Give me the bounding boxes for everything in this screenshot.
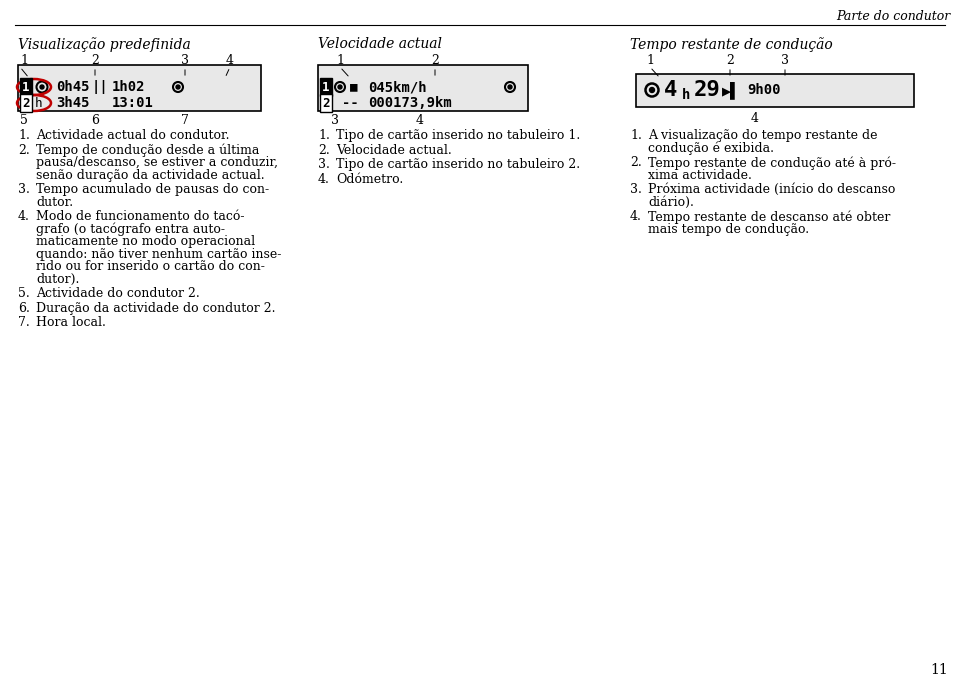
Text: 1.: 1. [18, 129, 30, 142]
Text: maticamente no modo operacional: maticamente no modo operacional [36, 235, 255, 248]
Text: Odómetro.: Odómetro. [336, 173, 403, 186]
Text: 0h45: 0h45 [56, 80, 89, 94]
Text: 3h45: 3h45 [56, 96, 89, 110]
Text: quando: não tiver nenhum cartão inse-: quando: não tiver nenhum cartão inse- [36, 247, 281, 260]
Text: 6.: 6. [18, 301, 30, 314]
Text: ||: || [91, 80, 108, 94]
Text: 7.: 7. [18, 316, 30, 329]
Text: Próxima actividade (início do descanso: Próxima actividade (início do descanso [648, 183, 896, 196]
Text: Tempo de condução desde a última: Tempo de condução desde a última [36, 143, 259, 157]
Text: 4: 4 [226, 54, 234, 67]
Text: A visualização do tempo restante de: A visualização do tempo restante de [648, 129, 877, 142]
Text: Tempo restante de condução até à pró-: Tempo restante de condução até à pró- [648, 156, 896, 169]
Text: 3.: 3. [318, 158, 330, 171]
Text: 2: 2 [22, 97, 30, 110]
Text: xima actividade.: xima actividade. [648, 169, 752, 182]
Text: 1.: 1. [630, 129, 642, 142]
Text: 4: 4 [416, 114, 424, 127]
Text: 4.: 4. [630, 210, 642, 223]
Text: 1.: 1. [318, 129, 330, 142]
Text: 1h02: 1h02 [112, 80, 146, 94]
Text: Tipo de cartão inserido no tabuleiro 1.: Tipo de cartão inserido no tabuleiro 1. [336, 129, 580, 142]
Text: 2: 2 [726, 54, 734, 67]
FancyBboxPatch shape [636, 74, 914, 107]
Text: Duração da actividade do condutor 2.: Duração da actividade do condutor 2. [36, 301, 276, 314]
Text: Tempo acumulado de pausas do con-: Tempo acumulado de pausas do con- [36, 183, 269, 196]
Text: 9h00: 9h00 [747, 83, 780, 97]
Text: Velocidade actual.: Velocidade actual. [336, 143, 452, 156]
Text: 2: 2 [91, 54, 99, 67]
Text: 4.: 4. [18, 210, 30, 223]
Text: Tempo restante de condução: Tempo restante de condução [630, 37, 832, 52]
Text: diário).: diário). [648, 195, 694, 208]
Text: ▶▌: ▶▌ [722, 81, 740, 99]
Text: Actividade do condutor 2.: Actividade do condutor 2. [36, 287, 200, 300]
Text: 5.: 5. [18, 287, 30, 300]
Text: 7: 7 [181, 114, 189, 127]
Text: --: -- [342, 96, 359, 110]
Text: 2.: 2. [630, 156, 641, 169]
Text: 13:01: 13:01 [112, 96, 154, 110]
Text: 29: 29 [694, 80, 721, 100]
Text: 3: 3 [781, 54, 789, 67]
Text: 2.: 2. [318, 143, 329, 156]
Text: pausa/descanso, se estiver a conduzir,: pausa/descanso, se estiver a conduzir, [36, 156, 278, 169]
Text: 4: 4 [664, 80, 678, 100]
Text: 000173,9km: 000173,9km [368, 96, 452, 110]
Text: 6: 6 [91, 114, 99, 127]
Text: 4.: 4. [318, 173, 330, 186]
Text: Tempo restante de descanso até obter: Tempo restante de descanso até obter [648, 210, 890, 223]
Text: 2: 2 [431, 54, 439, 67]
Text: 4: 4 [751, 112, 759, 125]
Text: Modo de funcionamento do tacó-: Modo de funcionamento do tacó- [36, 210, 245, 223]
Text: 1: 1 [323, 81, 329, 93]
Text: 3: 3 [181, 54, 189, 67]
Text: Hora local.: Hora local. [36, 316, 106, 329]
Text: h: h [35, 97, 41, 110]
FancyBboxPatch shape [318, 65, 528, 111]
Circle shape [40, 85, 44, 89]
Text: 1: 1 [20, 54, 28, 67]
Circle shape [176, 85, 180, 89]
Text: Tipo de cartão inserido no tabuleiro 2.: Tipo de cartão inserido no tabuleiro 2. [336, 158, 580, 171]
Text: 1: 1 [646, 54, 654, 67]
Text: 3.: 3. [18, 183, 30, 196]
Circle shape [650, 88, 655, 92]
Text: 2: 2 [323, 97, 329, 110]
Text: Visualização predefinida: Visualização predefinida [18, 37, 191, 52]
Text: rido ou for inserido o cartão do con-: rido ou for inserido o cartão do con- [36, 260, 265, 273]
Text: 3.: 3. [630, 183, 642, 196]
Text: 5: 5 [20, 114, 28, 127]
Text: 1: 1 [22, 81, 30, 93]
Text: Velocidade actual: Velocidade actual [318, 37, 442, 51]
Text: 3: 3 [331, 114, 339, 127]
Text: grafo (o tacógrafo entra auto-: grafo (o tacógrafo entra auto- [36, 223, 225, 236]
Text: condução é exibida.: condução é exibida. [648, 142, 774, 155]
Text: Actividade actual do condutor.: Actividade actual do condutor. [36, 129, 229, 142]
Text: 11: 11 [930, 663, 948, 677]
Text: dutor).: dutor). [36, 273, 80, 286]
Text: 2.: 2. [18, 143, 30, 156]
Text: 045km/h: 045km/h [368, 80, 426, 94]
Circle shape [338, 85, 342, 89]
Text: h: h [682, 88, 690, 102]
Text: 1: 1 [336, 54, 344, 67]
Circle shape [508, 85, 512, 89]
Text: ■: ■ [350, 81, 357, 93]
Text: senão duração da actividade actual.: senão duração da actividade actual. [36, 169, 265, 182]
Text: mais tempo de condução.: mais tempo de condução. [648, 223, 809, 236]
FancyBboxPatch shape [18, 65, 261, 111]
Text: Parte do condutor: Parte do condutor [836, 10, 950, 23]
Text: dutor.: dutor. [36, 195, 73, 208]
